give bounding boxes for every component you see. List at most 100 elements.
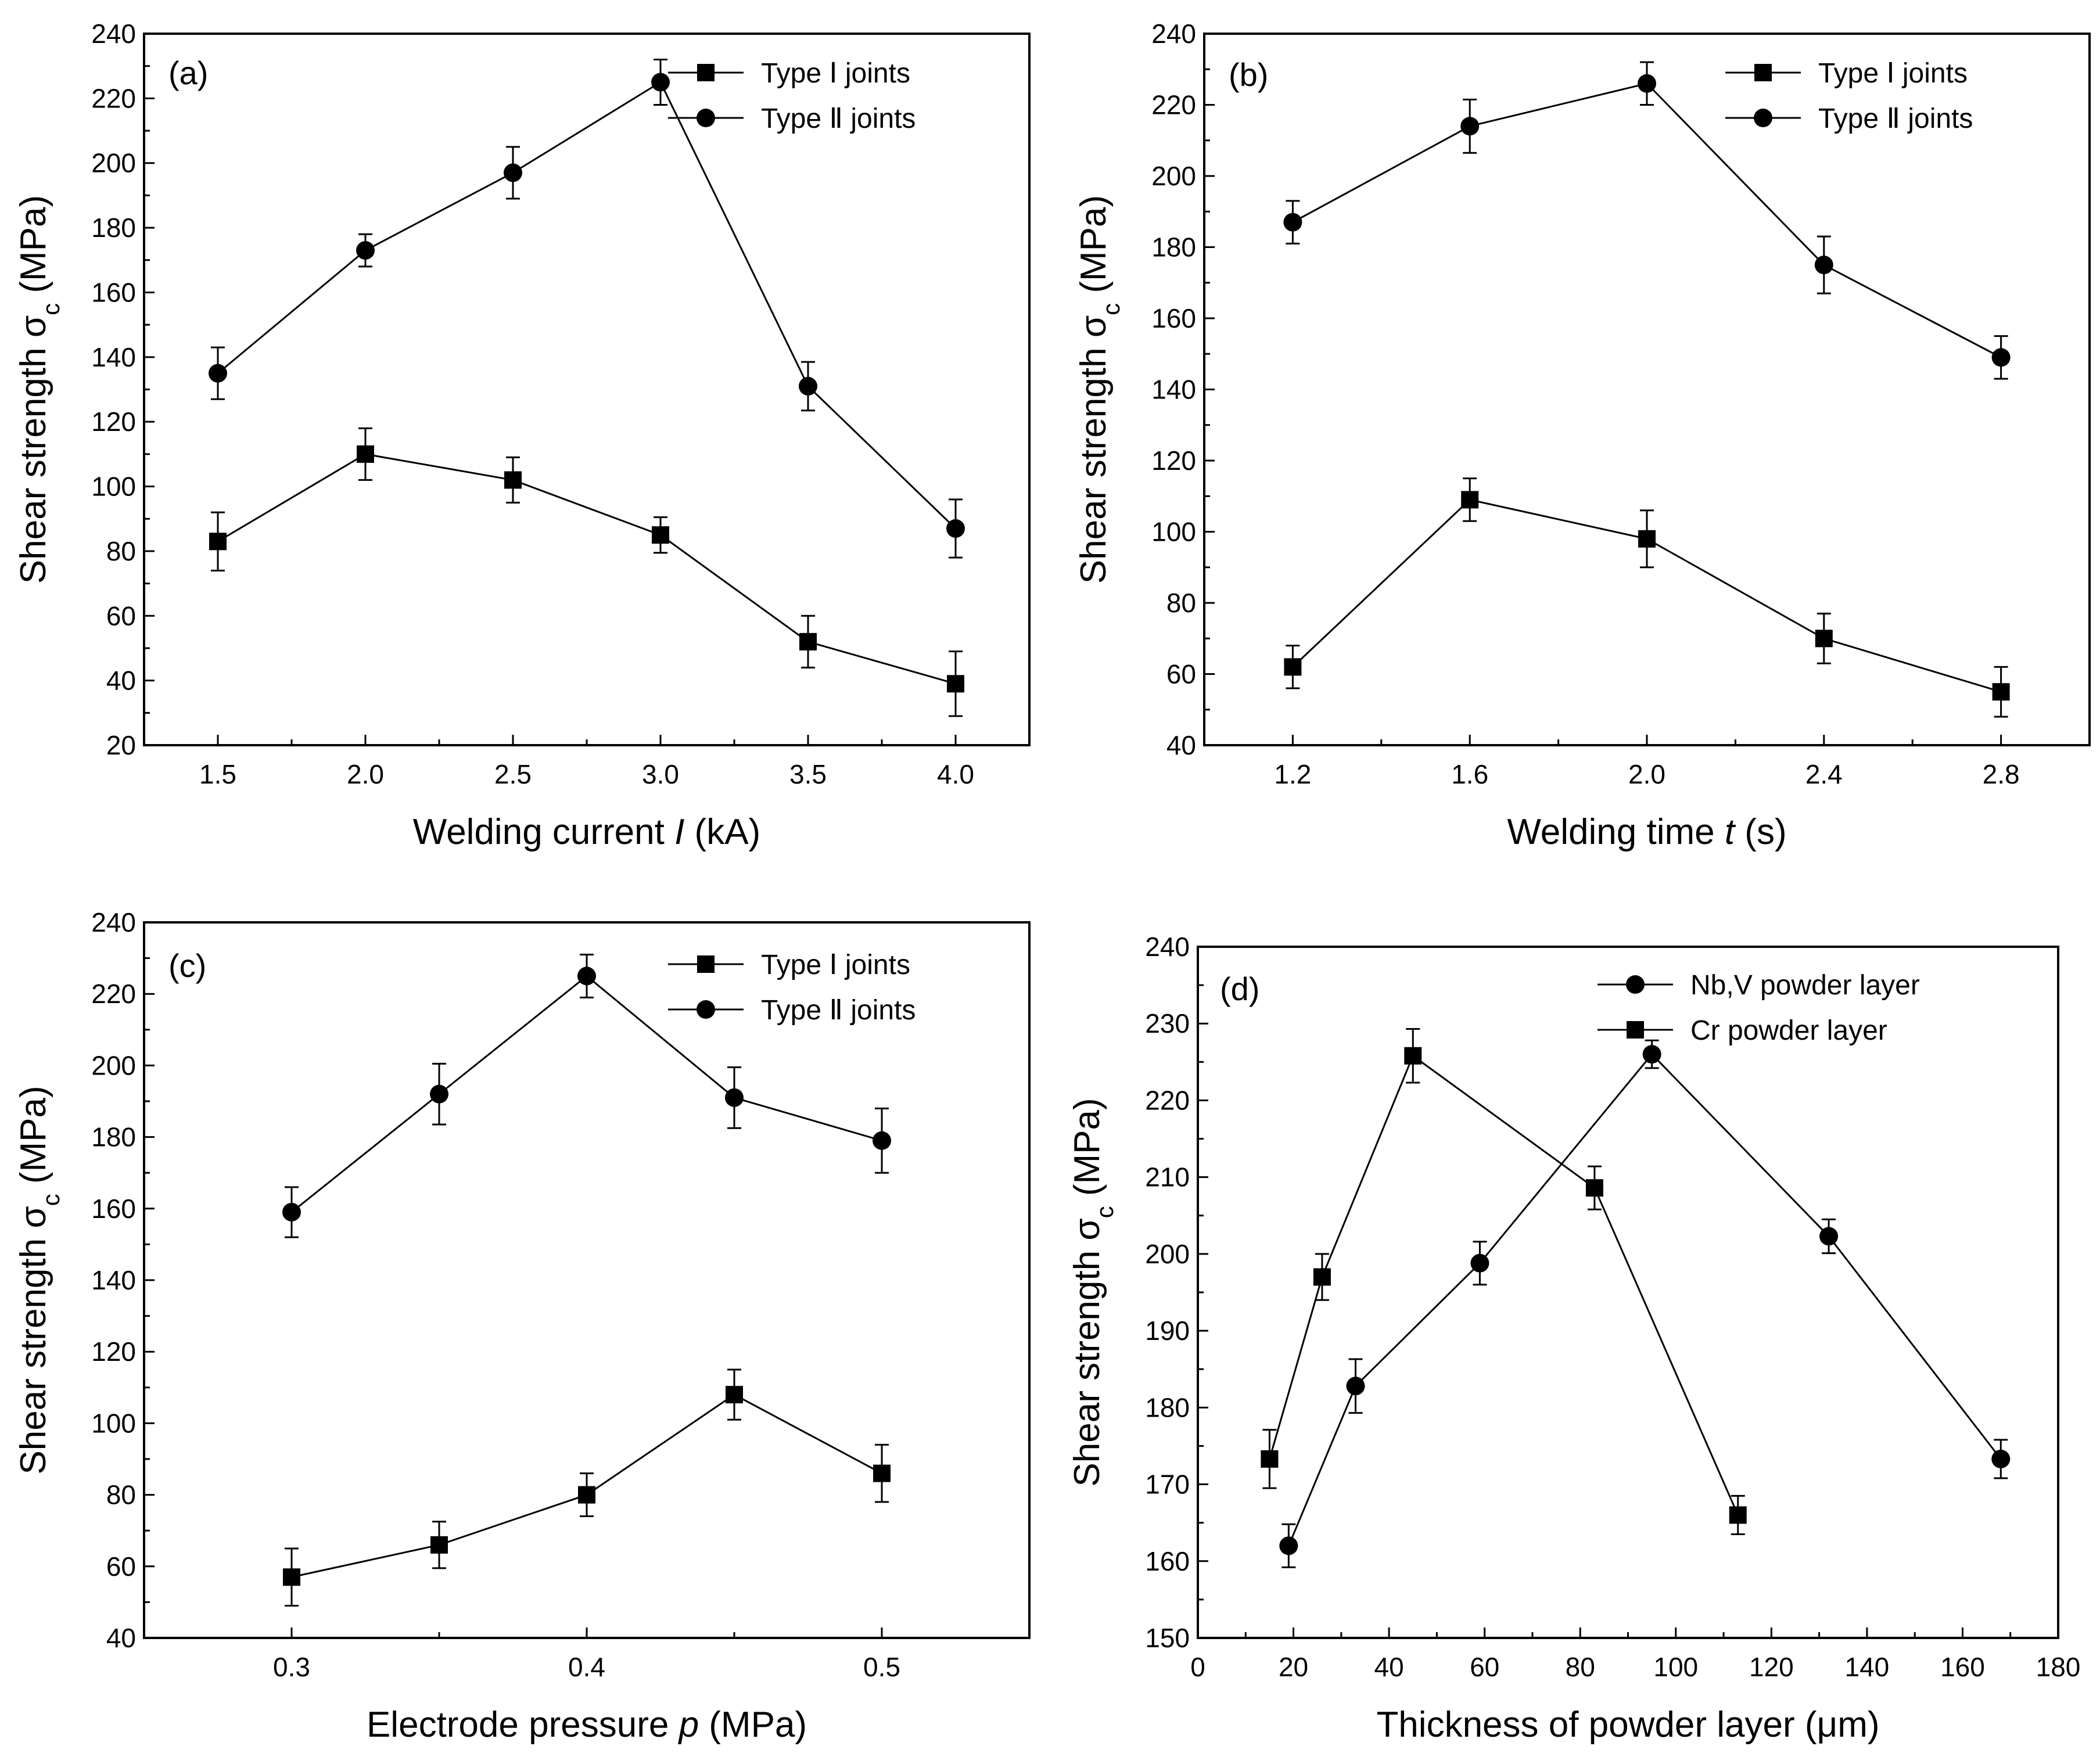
y-tick-label: 180 (1151, 232, 1196, 263)
y-tick-label: 180 (91, 1122, 136, 1152)
data-point (1729, 1506, 1747, 1524)
x-tick-label: 100 (1653, 1652, 1698, 1682)
data-point (1283, 213, 1302, 232)
data-point (1638, 74, 1656, 93)
legend-marker (697, 64, 715, 81)
legend-entry: Type Ⅱ joints (761, 103, 916, 134)
legend-marker (697, 1000, 715, 1019)
data-point (873, 1131, 891, 1150)
panel-label: (c) (168, 947, 206, 984)
y-tick-label: 160 (91, 277, 136, 307)
x-tick-label: 160 (1940, 1652, 1985, 1682)
y-tick-label: 240 (1151, 19, 1196, 49)
series-1 (283, 1368, 891, 1607)
data-point (1642, 1045, 1661, 1064)
y-tick-label: 120 (91, 1336, 136, 1367)
y-tick-label: 40 (106, 666, 136, 696)
x-tick-label: 2.0 (1628, 759, 1665, 789)
legend: Type Ⅰ joints Type Ⅱ joints (1725, 58, 1973, 134)
y-tick-label: 20 (106, 730, 136, 760)
data-point (651, 73, 670, 92)
y-tick-label: 120 (1151, 445, 1196, 476)
series-1 (1284, 477, 2010, 718)
data-point (1279, 1536, 1298, 1555)
x-tick-label: 0.5 (863, 1652, 900, 1682)
x-tick-label: 1.6 (1451, 759, 1488, 789)
data-point (356, 241, 375, 260)
x-tick-label: 60 (1470, 1652, 1499, 1682)
data-point (1991, 348, 2011, 367)
x-tick-label: 2.4 (1805, 759, 1843, 789)
legend-entry: Type Ⅰ joints (1818, 58, 1968, 89)
data-point (577, 966, 596, 986)
chart-panel-4: 150 160 170 180 190 200 210 220 230 240 0 20 40 60 80 1… (1067, 932, 2080, 1745)
data-point (209, 364, 227, 383)
legend: Type Ⅰ joints Type Ⅱ joints (668, 950, 916, 1026)
data-point (1814, 256, 1833, 275)
y-tick-label: 60 (106, 1551, 136, 1582)
y-tick-label: 220 (1145, 1085, 1190, 1115)
data-point (947, 675, 964, 693)
legend-marker (697, 109, 715, 127)
data-point (1284, 658, 1302, 676)
panel-label: (d) (1220, 971, 1259, 1007)
data-point (1470, 1253, 1489, 1273)
plot-frame (143, 921, 1031, 1639)
data-point (799, 376, 817, 396)
y-axis-title: Shear strength σc (MPa) (1067, 1098, 1118, 1486)
y-tick-label: 80 (1166, 588, 1196, 618)
x-tick-label: 2.5 (494, 759, 532, 789)
chart-panel-3: 40 60 80 100 120 140 160 180 200 220 240 0.3 0.4 0.5 E… (13, 907, 1031, 1745)
y-tick-label: 160 (1145, 1546, 1190, 1576)
data-point (1638, 530, 1656, 548)
panel-label: (b) (1229, 56, 1268, 93)
data-point (799, 633, 817, 651)
y-tick-label: 150 (1145, 1623, 1190, 1653)
y-tick-label: 160 (1151, 303, 1196, 333)
legend-entry: Type Ⅰ joints (761, 58, 910, 89)
x-tick-label: 3.0 (642, 759, 679, 789)
y-tick-label: 210 (1145, 1162, 1190, 1192)
x-tick-label: 180 (2036, 1652, 2081, 1682)
series-line (1287, 1052, 2002, 1546)
data-point (1460, 117, 1480, 136)
data-point (504, 163, 522, 182)
y-tick-label: 230 (1145, 1008, 1190, 1039)
data-point (1346, 1377, 1365, 1396)
data-point (1461, 491, 1479, 509)
y-tick-label: 140 (91, 1265, 136, 1295)
y-tick-label: 200 (1145, 1239, 1190, 1269)
y-tick-label: 100 (91, 472, 136, 502)
data-point (946, 519, 965, 538)
x-tick-label: 0.3 (273, 1652, 310, 1682)
series-1 (209, 427, 964, 717)
legend-entry: Type Ⅰ joints (761, 950, 910, 980)
y-tick-label: 80 (106, 1480, 136, 1510)
legend-marker (1754, 64, 1772, 81)
x-tick-label: 0 (1190, 1652, 1205, 1682)
data-point (504, 471, 522, 489)
chart-panel-2: 40 60 80 100 120 140 160 180 200 220 240 1.2 1.6 2.0 2… (1074, 19, 2091, 852)
series-line (217, 81, 957, 530)
data-point (1261, 1450, 1279, 1468)
x-axis-title: Welding time t (s) (1507, 812, 1786, 852)
x-tick-label: 1.2 (1274, 759, 1311, 789)
data-point (282, 1202, 301, 1221)
x-tick-label: 2.0 (347, 759, 384, 789)
y-tick-label: 100 (1151, 517, 1196, 547)
plot-frame (143, 33, 1031, 746)
data-point (209, 533, 227, 551)
legend-marker (1754, 109, 1772, 127)
series-1 (1279, 1039, 2011, 1568)
data-point (430, 1084, 448, 1104)
legend-marker (1627, 1021, 1644, 1039)
y-tick-label: 200 (91, 148, 136, 178)
data-point (578, 1486, 595, 1504)
plot-frame (1197, 946, 2059, 1639)
series-2 (209, 59, 965, 559)
x-tick-label: 1.5 (199, 759, 236, 789)
y-tick-label: 40 (106, 1623, 136, 1653)
data-point (1585, 1179, 1603, 1197)
series-2 (282, 953, 891, 1238)
